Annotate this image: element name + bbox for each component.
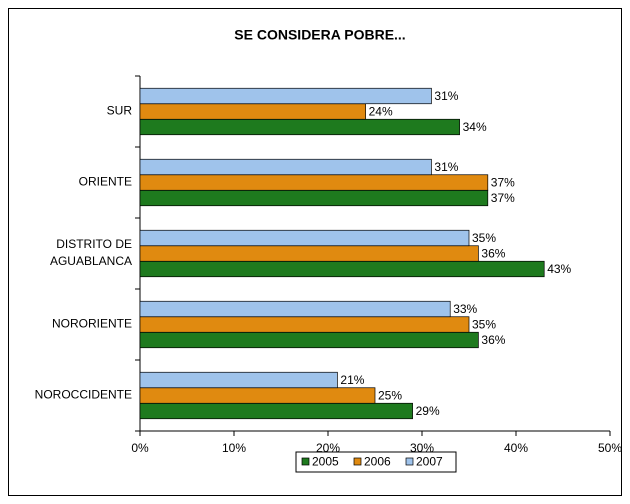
value-label: 29% [416,404,440,418]
value-label: 35% [472,318,496,332]
bar [139,387,376,404]
bar [139,245,479,262]
bar [139,331,479,349]
legend-label: 2007 [416,455,443,469]
value-label: 34% [463,120,487,134]
bar [139,260,545,278]
legend-label: 2006 [364,455,391,469]
y-tick-label: DISTRITO DE AGUABLANCA [50,237,132,268]
y-tick-label: SUR [107,104,133,118]
y-tick-label: NOROCCIDENTE [35,388,132,402]
bar [139,118,460,136]
bar [139,189,489,207]
value-label: 37% [491,191,515,205]
legend-swatch [353,457,362,466]
value-label: 37% [491,176,515,190]
x-tick-label: 50% [598,441,622,455]
bar [139,402,413,420]
value-label: 33% [453,302,477,316]
legend-label: 2005 [312,455,339,469]
legend-swatch [405,457,414,466]
chart-title: SE CONSIDERA POBRE... [234,27,405,43]
value-label: 25% [378,389,402,403]
value-label: 24% [369,105,393,119]
value-label: 36% [481,247,505,261]
bar [139,316,470,333]
bar [139,174,489,191]
value-label: 35% [472,231,496,245]
y-tick-label: ORIENTE [79,175,132,189]
bar [139,371,338,389]
bar [139,300,451,318]
bar [139,158,432,176]
value-label: 31% [434,89,458,103]
bar [139,87,432,105]
value-label: 43% [547,262,571,276]
y-tick-label: NORORIENTE [52,317,132,331]
value-label: 36% [481,333,505,347]
x-tick-label: 0% [131,441,149,455]
legend-swatch [301,457,310,466]
bar [139,103,366,120]
bar [139,229,470,247]
value-label: 21% [340,373,364,387]
value-label: 31% [434,160,458,174]
x-tick-label: 10% [222,441,246,455]
legend-box [295,451,457,473]
x-tick-label: 40% [504,441,528,455]
